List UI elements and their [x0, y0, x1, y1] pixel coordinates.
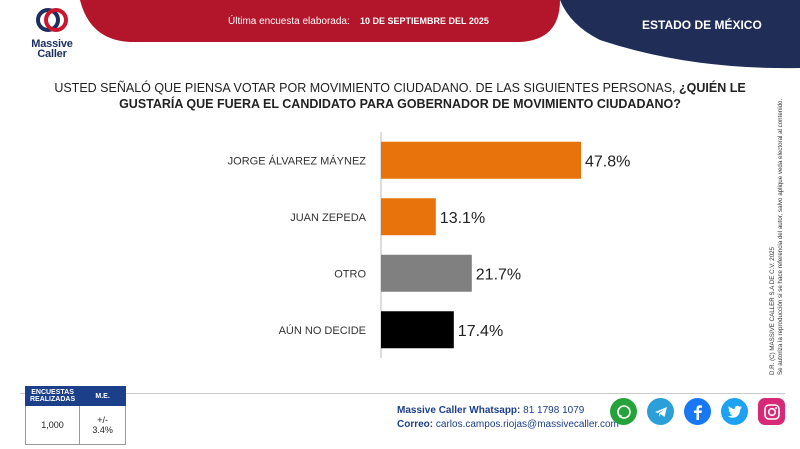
whatsapp-label: Massive Caller Whatsapp:	[397, 405, 521, 416]
category-label-1: JUAN ZEPEDA	[290, 212, 366, 224]
survey-date-label: Última encuesta elaborada:	[228, 16, 350, 27]
copyright-line1: D.R. (C) MASSIVE CALLER S.A DE C.V. 2025	[769, 246, 776, 375]
stats-value-encuestas: 1,000	[24, 405, 81, 445]
email-label: Correo:	[397, 419, 434, 430]
logo-mark-icon	[36, 8, 68, 32]
category-label-0: JORGE ÁLVAREZ MÁYNEZ	[228, 154, 367, 167]
stats-value-me: +/- 3.4%	[79, 405, 127, 445]
bar-1	[381, 198, 436, 236]
state-title: ESTADO DE MÉXICO	[642, 18, 762, 32]
category-label-2: OTRO	[334, 268, 366, 280]
question-bold: ¿QUIÉN LE GUSTARÍA QUE FUERA EL CANDIDAT…	[119, 81, 746, 111]
copyright-line2: Se autoriza la reproducción si se hace r…	[777, 99, 784, 375]
email-address[interactable]: carlos.campos.riojas@massivecaller.com	[435, 419, 619, 430]
whatsapp-number[interactable]: 81 1798 1079	[523, 405, 585, 416]
category-label-3: AÚN NO DECIDE	[279, 324, 366, 337]
telegram-icon[interactable]	[647, 398, 674, 425]
footer-divider	[20, 393, 785, 394]
copyright-note: D.R. (C) MASSIVE CALLER S.A DE C.V. 2025…	[769, 99, 784, 375]
question-text: USTED SEÑALÓ QUE PIENSA VOTAR POR MOVIMI…	[40, 80, 760, 112]
bar-0	[381, 141, 581, 179]
value-label-0: 47.8%	[585, 153, 630, 170]
contact-info: Massive Caller Whatsapp: 81 1798 1079 Co…	[397, 404, 619, 432]
stats-header-encuestas: ENCUESTAS REALIZADAS	[24, 386, 81, 406]
twitter-icon[interactable]	[721, 398, 748, 425]
value-label-1: 13.1%	[440, 210, 485, 227]
social-icons	[610, 398, 785, 425]
value-label-3: 17.4%	[458, 323, 503, 340]
stats-header-me: M.E.	[79, 386, 127, 406]
facebook-icon[interactable]	[684, 398, 711, 425]
survey-date: 10 DE SEPTIEMBRE DEL 2025	[360, 16, 489, 26]
logo-name-line1: Massive	[31, 38, 73, 50]
bar-3	[381, 311, 454, 349]
massive-caller-logo: Massive Caller	[22, 6, 82, 60]
logo-name-line2: Caller	[37, 48, 67, 60]
instagram-icon[interactable]	[758, 398, 785, 425]
bar-2	[381, 254, 472, 292]
header-banner	[80, 0, 800, 69]
question-normal: USTED SEÑALÓ QUE PIENSA VOTAR POR MOVIMI…	[54, 81, 676, 95]
value-label-2: 21.7%	[476, 266, 521, 283]
survey-stats-table: ENCUESTAS REALIZADAS M.E. 1,000 +/- 3.4%	[24, 386, 127, 445]
whatsapp-icon[interactable]	[610, 398, 637, 425]
